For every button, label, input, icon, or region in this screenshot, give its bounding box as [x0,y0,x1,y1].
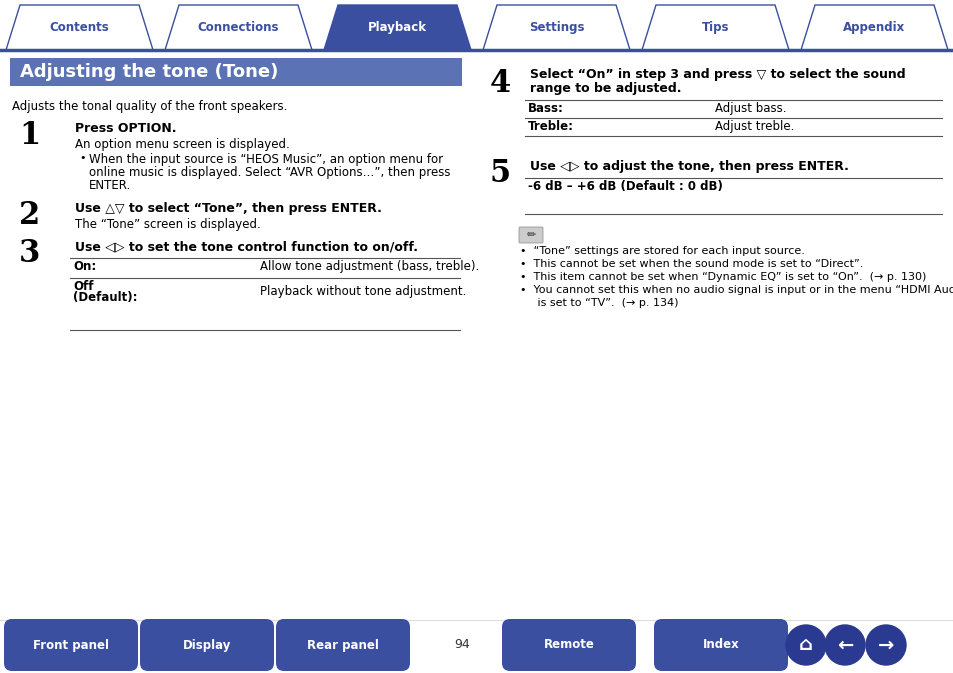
FancyBboxPatch shape [4,619,138,671]
Polygon shape [801,5,947,50]
Circle shape [824,625,864,665]
Text: Adjust treble.: Adjust treble. [714,120,794,133]
Text: 3: 3 [19,238,41,269]
FancyBboxPatch shape [518,227,542,243]
Text: Front panel: Front panel [33,639,109,651]
Text: •  This item cannot be set when “Dynamic EQ” is set to “On”.  (→ p. 130): • This item cannot be set when “Dynamic … [519,272,925,282]
Text: Treble:: Treble: [527,120,574,133]
Text: Playback: Playback [368,21,427,34]
Polygon shape [324,5,471,50]
Text: ⌂: ⌂ [799,635,812,655]
Text: Use △▽ to select “Tone”, then press ENTER.: Use △▽ to select “Tone”, then press ENTE… [75,202,381,215]
Text: On:: On: [73,260,96,273]
Text: The “Tone” screen is displayed.: The “Tone” screen is displayed. [75,218,260,231]
Polygon shape [165,5,312,50]
Text: Rear panel: Rear panel [307,639,378,651]
Bar [10,58,461,86]
FancyBboxPatch shape [140,619,274,671]
FancyBboxPatch shape [501,619,636,671]
Text: Adjusts the tonal quality of the front speakers.: Adjusts the tonal quality of the front s… [12,100,287,113]
Text: ✏: ✏ [526,230,536,240]
Polygon shape [482,5,629,50]
Text: 1: 1 [19,120,41,151]
Text: Allow tone adjustment (bass, treble).: Allow tone adjustment (bass, treble). [260,260,478,273]
Text: Off: Off [73,280,93,293]
Text: -6 dB – +6 dB (Default : 0 dB): -6 dB – +6 dB (Default : 0 dB) [527,180,722,193]
Circle shape [865,625,905,665]
Text: ENTER.: ENTER. [89,179,132,192]
Text: Connections: Connections [197,21,279,34]
Text: →: → [877,635,893,655]
Text: (Default):: (Default): [73,291,137,304]
Polygon shape [6,5,152,50]
Text: •  You cannot set this when no audio signal is input or in the menu “HDMI Audio : • You cannot set this when no audio sign… [519,285,953,295]
Text: Settings: Settings [528,21,583,34]
Circle shape [785,625,825,665]
Text: Index: Index [702,639,739,651]
Text: 2: 2 [19,200,41,231]
Text: Playback without tone adjustment.: Playback without tone adjustment. [260,285,466,298]
Text: Display: Display [183,639,231,651]
Text: Use ◁▷ to set the tone control function to on/off.: Use ◁▷ to set the tone control function … [75,240,417,253]
Text: Select “On” in step 3 and press ▽ to select the sound: Select “On” in step 3 and press ▽ to sel… [530,68,904,81]
Text: online music is displayed. Select “AVR Options…”, then press: online music is displayed. Select “AVR O… [89,166,450,179]
Text: 5: 5 [489,158,510,189]
FancyBboxPatch shape [654,619,787,671]
Text: •  “Tone” settings are stored for each input source.: • “Tone” settings are stored for each in… [519,246,804,256]
Text: 4: 4 [489,68,510,99]
Text: When the input source is “HEOS Music”, an option menu for: When the input source is “HEOS Music”, a… [89,153,442,166]
Polygon shape [641,5,788,50]
Text: is set to “TV”.  (→ p. 134): is set to “TV”. (→ p. 134) [519,298,678,308]
Text: range to be adjusted.: range to be adjusted. [530,82,680,95]
Text: Tips: Tips [701,21,728,34]
Text: •: • [79,153,86,163]
Text: •  This cannot be set when the sound mode is set to “Direct”.: • This cannot be set when the sound mode… [519,259,862,269]
Text: Remote: Remote [543,639,594,651]
FancyBboxPatch shape [275,619,410,671]
Text: ←: ← [836,635,852,655]
Text: Adjusting the tone (Tone): Adjusting the tone (Tone) [20,63,278,81]
Text: Adjust bass.: Adjust bass. [714,102,785,115]
Text: Use ◁▷ to adjust the tone, then press ENTER.: Use ◁▷ to adjust the tone, then press EN… [530,160,848,173]
Text: Contents: Contents [50,21,110,34]
Text: Press OPTION.: Press OPTION. [75,122,176,135]
Text: An option menu screen is displayed.: An option menu screen is displayed. [75,138,290,151]
Text: Appendix: Appendix [842,21,904,34]
Text: 94: 94 [454,639,470,651]
Text: Bass:: Bass: [527,102,563,115]
